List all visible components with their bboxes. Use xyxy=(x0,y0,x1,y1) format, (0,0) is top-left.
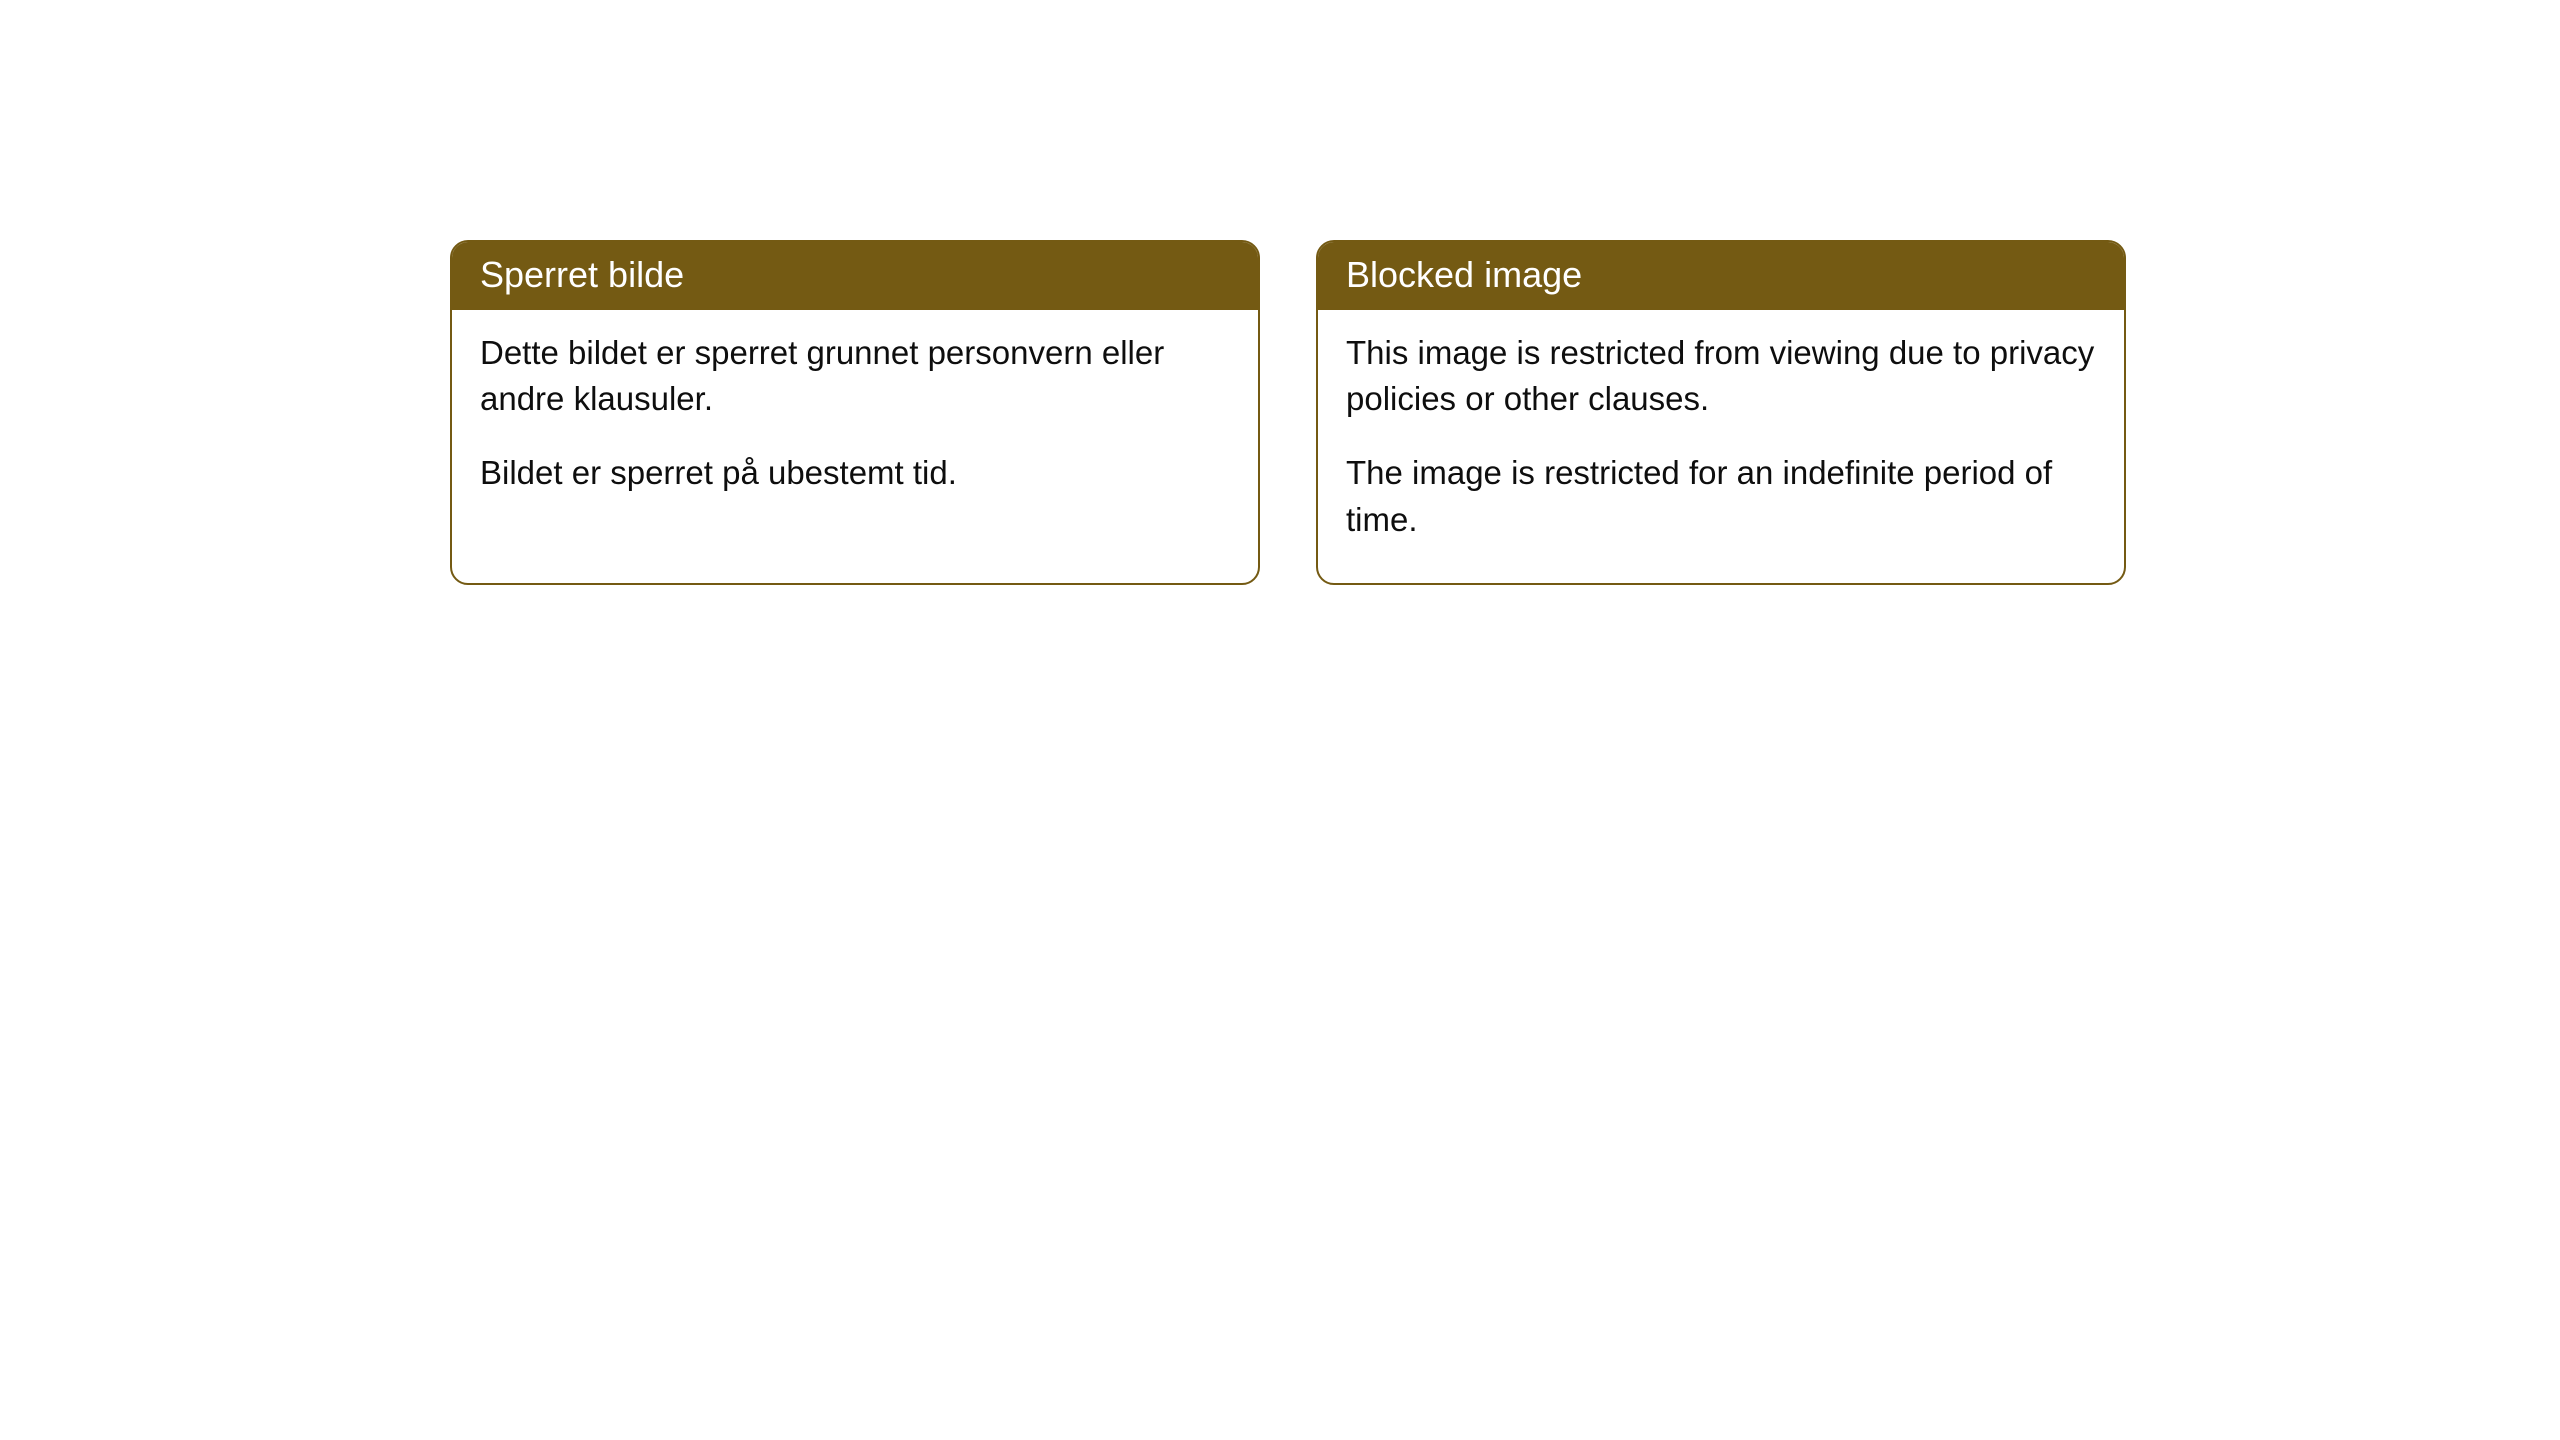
card-body-en: This image is restricted from viewing du… xyxy=(1318,310,2124,583)
card-container: Sperret bilde Dette bildet er sperret gr… xyxy=(450,240,2560,585)
card-paragraph-no-1: Dette bildet er sperret grunnet personve… xyxy=(480,330,1230,422)
card-paragraph-en-2: The image is restricted for an indefinit… xyxy=(1346,450,2096,542)
card-paragraph-no-2: Bildet er sperret på ubestemt tid. xyxy=(480,450,1230,496)
card-header-no: Sperret bilde xyxy=(452,242,1258,310)
card-body-no: Dette bildet er sperret grunnet personve… xyxy=(452,310,1258,537)
blocked-image-card-no: Sperret bilde Dette bildet er sperret gr… xyxy=(450,240,1260,585)
blocked-image-card-en: Blocked image This image is restricted f… xyxy=(1316,240,2126,585)
card-paragraph-en-1: This image is restricted from viewing du… xyxy=(1346,330,2096,422)
card-header-en: Blocked image xyxy=(1318,242,2124,310)
